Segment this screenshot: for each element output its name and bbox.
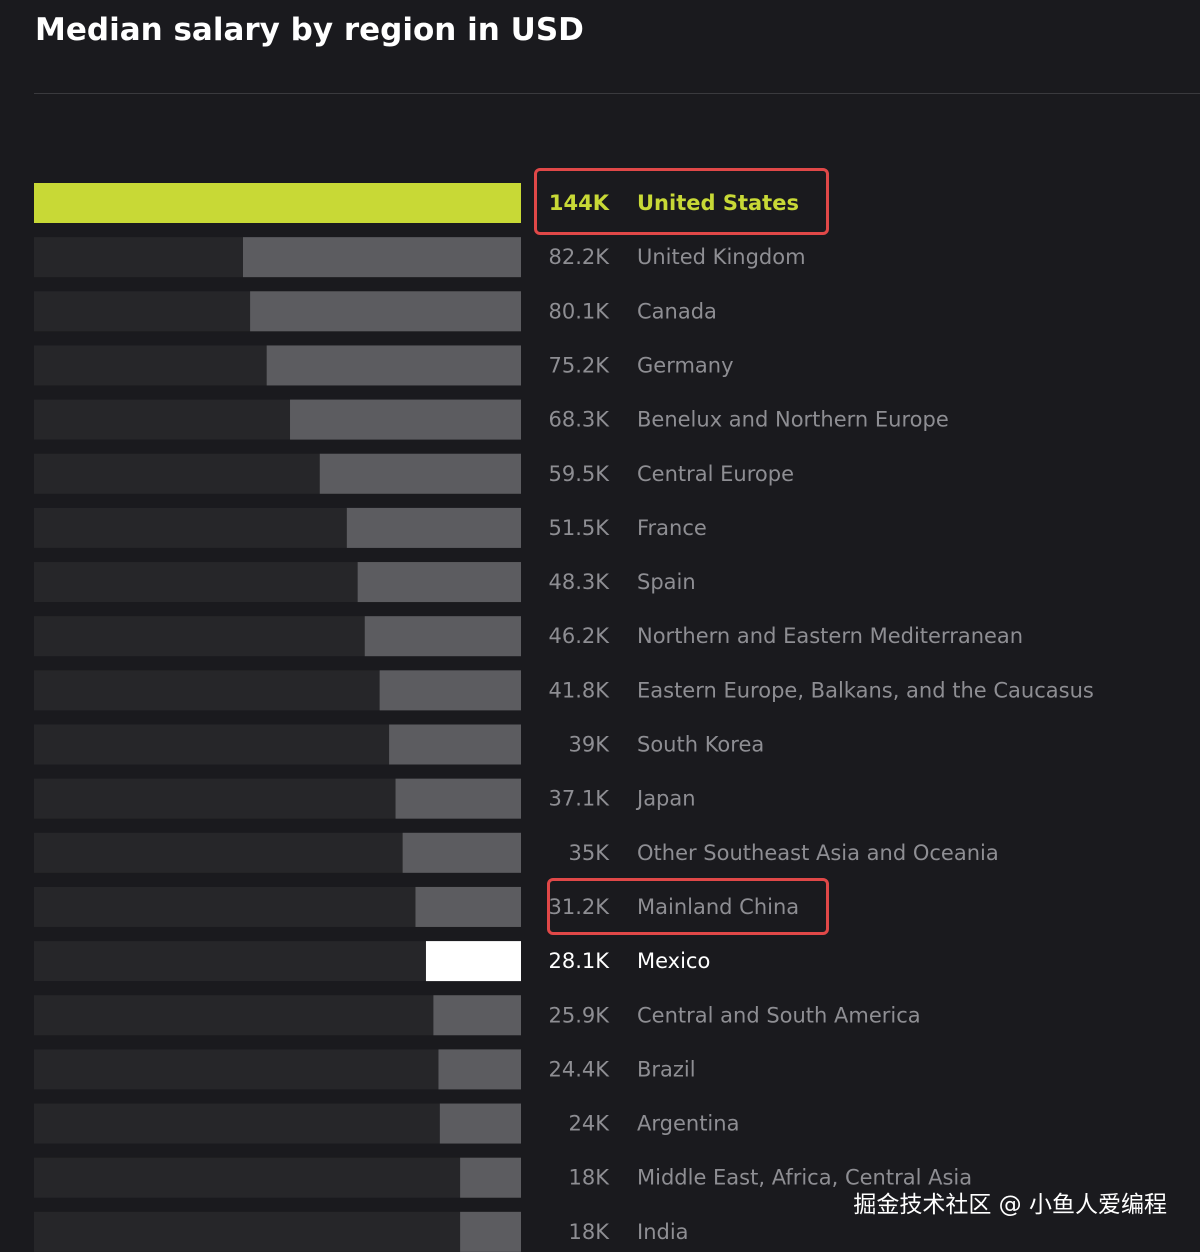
bar-row-united-states: 144K United States [34,183,799,223]
bar-row-united-kingdom: 82.2K United Kingdom [34,237,806,278]
bar-japan [395,778,521,819]
bar-spain [357,562,521,603]
bar-united-states [34,183,521,223]
category-label: Other Southeast Asia and Oceania [637,841,999,865]
category-label: Spain [637,570,696,594]
value-label: 31.2K [548,895,610,919]
bar-south-korea [389,724,521,765]
value-label: 51.5K [548,516,610,540]
value-label: 28.1K [548,949,610,973]
bar-row-brazil: 24.4K Brazil [34,1049,696,1090]
category-label: India [637,1220,689,1244]
value-label: 48.3K [548,570,610,594]
bar-india [460,1211,521,1252]
bar-row-india: 18K India [34,1211,689,1252]
bar-benelux-and-northern-europe [290,399,521,440]
bar-row-canada: 80.1K Canada [34,291,717,332]
bar-mexico [425,941,521,982]
category-label: United States [637,191,799,215]
category-label: Canada [637,299,717,323]
value-label: 68.3K [548,408,610,432]
category-label: Benelux and Northern Europe [637,408,949,432]
watermark-text: 掘金技术社区 @ 小鱼人爱编程 [853,1192,1167,1218]
value-label: 24.4K [548,1057,610,1081]
bar-row-south-korea: 39K South Korea [34,724,764,765]
value-label: 75.2K [548,353,610,377]
title-divider [34,93,1200,94]
bar-germany [266,345,521,386]
bar-eastern-europe-balkans-and-the-caucasus [379,670,521,711]
bar-central-europe [319,453,521,494]
value-label: 39K [569,733,611,757]
bar-central-and-south-america [433,995,521,1036]
category-label: Eastern Europe, Balkans, and the Caucasu… [637,678,1094,702]
bar-row-benelux-and-northern-europe: 68.3K Benelux and Northern Europe [34,399,949,440]
category-label: Germany [637,353,734,377]
bar-track [34,1157,521,1198]
value-label: 80.1K [548,299,610,323]
value-label: 46.2K [548,624,610,648]
value-label: 25.9K [548,1003,610,1027]
category-label: Japan [635,787,696,811]
bar-other-southeast-asia-and-oceania [402,832,521,873]
value-label: 18K [569,1220,611,1244]
bar-row-argentina: 24K Argentina [34,1103,739,1144]
value-label: 37.1K [548,787,610,811]
bar-brazil [438,1049,521,1090]
bar-row-middle-east-africa-central-asia: 18K Middle East, Africa, Central Asia [34,1157,972,1198]
category-label: South Korea [637,733,764,757]
bar-row-mainland-china: 31.2K Mainland China [34,886,799,927]
category-label: Mainland China [637,895,799,919]
category-label: Central Europe [637,462,794,486]
bar-mainland-china [415,886,521,927]
bar-france [346,507,521,548]
value-label: 82.2K [548,245,610,269]
bar-argentina [439,1103,521,1144]
value-label: 41.8K [548,678,610,702]
chart-title: Median salary by region in USD [35,12,584,48]
bar-united-kingdom [243,237,522,278]
value-label: 144K [549,191,610,215]
category-label: Northern and Eastern Mediterranean [637,624,1023,648]
category-label: Mexico [637,949,710,973]
bar-row-france: 51.5K France [34,507,707,548]
bar-row-mexico: 28.1K Mexico [34,941,710,982]
bar-row-germany: 75.2K Germany [34,345,734,386]
bar-row-northern-and-eastern-mediterranean: 46.2K Northern and Eastern Mediterranean [34,616,1023,657]
category-label: Central and South America [637,1003,921,1027]
value-label: 18K [569,1166,611,1190]
bar-row-central-and-south-america: 25.9K Central and South America [34,995,921,1036]
annotation-box-mainland-china [547,878,829,935]
value-label: 59.5K [548,462,610,486]
bar-row-eastern-europe-balkans-and-the-caucasus: 41.8K Eastern Europe, Balkans, and the Ca… [34,670,1094,711]
category-label: Middle East, Africa, Central Asia [637,1166,972,1190]
bar-row-other-southeast-asia-and-oceania: 35K Other Southeast Asia and Oceania [34,832,999,873]
category-label: United Kingdom [637,245,806,269]
value-label: 35K [569,841,611,865]
bar-row-japan: 37.1K Japan [34,778,696,819]
value-label: 24K [569,1112,611,1136]
category-label: France [637,516,707,540]
bar-row-central-europe: 59.5K Central Europe [34,453,794,494]
bar-canada [250,291,521,332]
bar-track [34,1211,521,1252]
bar-row-spain: 48.3K Spain [34,562,696,603]
category-label: Brazil [637,1057,696,1081]
annotation-box-united-states [534,168,829,235]
bar-middle-east-africa-central-asia [460,1157,521,1198]
category-label: Argentina [637,1112,739,1136]
bar-northern-and-eastern-mediterranean [364,616,521,657]
